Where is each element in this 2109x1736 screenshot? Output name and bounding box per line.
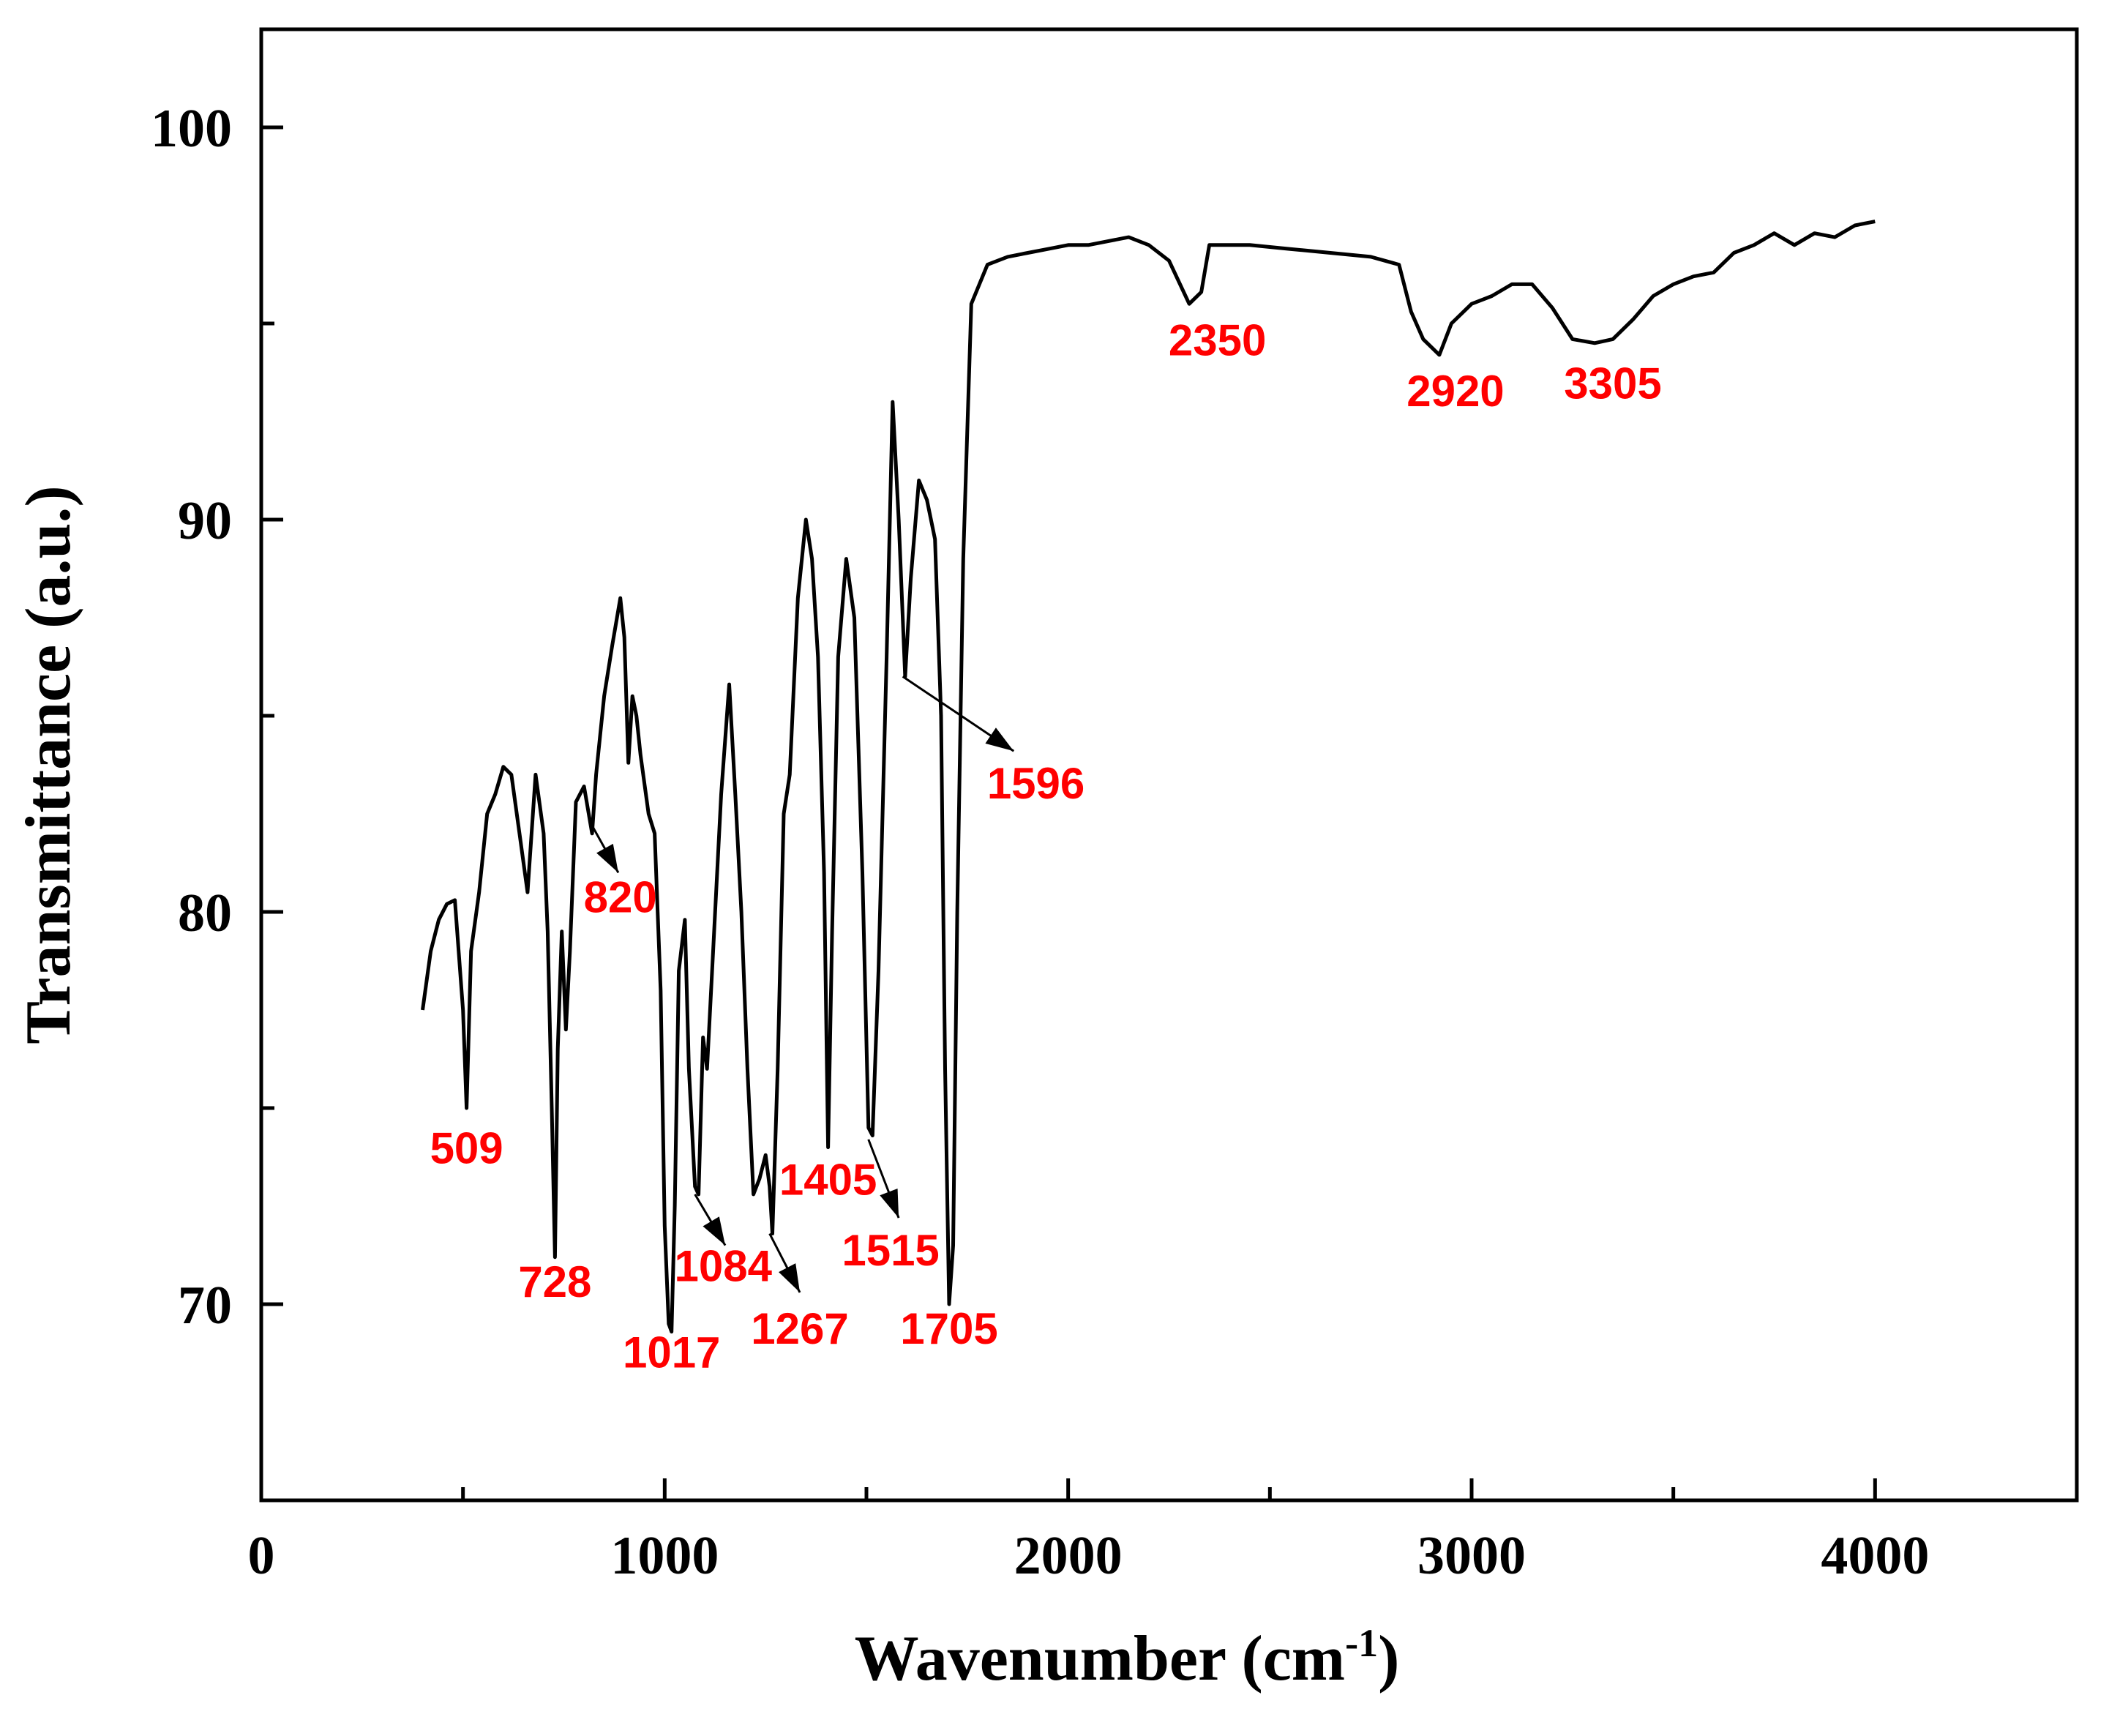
peak-arrows [591,676,1015,1293]
annotation-arrow-head [880,1188,899,1219]
peak-label: 1405 [779,1155,877,1204]
x-axis-tick-labels: 0 1000 2000 3000 4000 [248,1526,1930,1586]
x-tick-label: 2000 [1014,1526,1123,1586]
x-axis-title-superscript: -1 [1345,1621,1378,1665]
peak-label: 1705 [900,1304,997,1353]
annotation-arrow-head [985,727,1014,752]
annotation-arrow-head [596,843,618,873]
peak-label: 2920 [1406,367,1504,416]
y-axis-title: Transmittance (a.u.) [13,485,84,1044]
y-tick-label: 90 [178,491,232,551]
peak-label: 1596 [987,759,1085,808]
y-tick-label: 70 [178,1276,232,1336]
y-axis-tick-labels: 70 80 90 100 [151,99,232,1336]
x-tick-label: 0 [248,1526,275,1586]
peak-label: 1017 [623,1328,720,1377]
plot-frame [259,27,2079,1503]
x-tick-label: 1000 [610,1526,719,1586]
peak-label: 1084 [675,1241,773,1290]
peak-label: 509 [430,1124,503,1173]
peak-labels: 509 728 820 1017 1084 1267 1405 1515 1596 1705 235… [430,315,1662,1377]
x-axis-title: Wavenumber (cm-1) [855,1621,1400,1694]
peak-label: 728 [518,1257,591,1306]
peak-label: 1515 [842,1226,939,1275]
x-axis-title-close: ) [1378,1623,1399,1694]
annotation-arrow-head [779,1263,801,1292]
peak-label: 820 [584,873,657,922]
y-tick-label: 100 [151,99,232,159]
y-tick-label: 80 [178,883,232,943]
peak-label: 3305 [1564,359,1661,408]
peak-label: 1267 [751,1304,848,1353]
x-axis-ticks [259,1478,2079,1500]
annotation-arrow-head [703,1216,726,1246]
y-axis-ticks [261,125,283,1503]
x-tick-label: 3000 [1417,1526,1526,1586]
x-axis-title-main: Wavenumber (cm [855,1623,1346,1694]
spectrum-line [421,220,1876,1333]
peak-label: 2350 [1169,315,1266,364]
x-tick-label: 4000 [1821,1526,1929,1586]
